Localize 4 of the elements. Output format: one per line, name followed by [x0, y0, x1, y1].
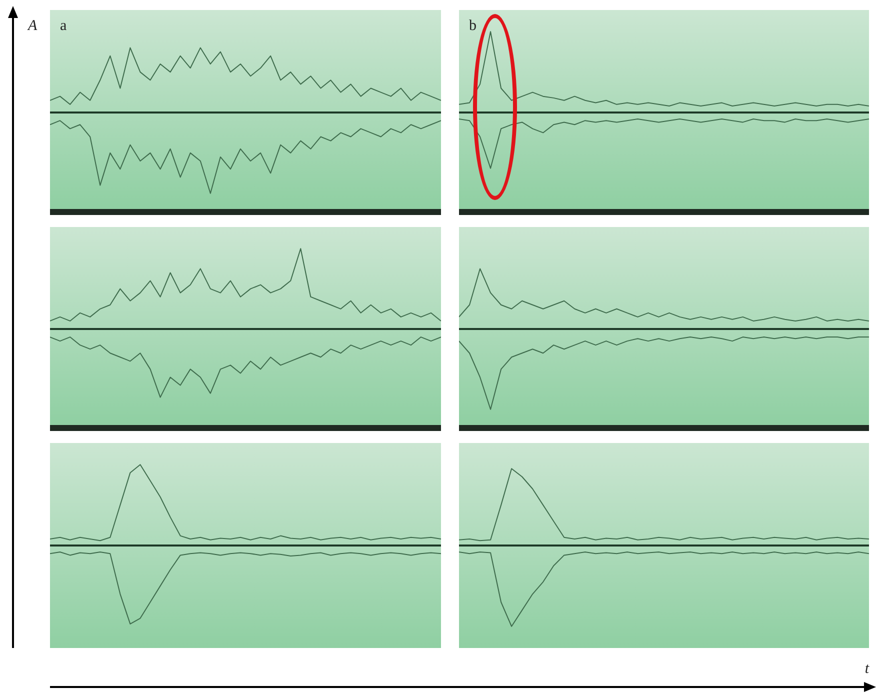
text: a — [60, 18, 67, 35]
annotation: b — [469, 18, 476, 35]
x-axis-title: t — [864, 661, 869, 678]
y-axis-title: A — [28, 18, 38, 35]
